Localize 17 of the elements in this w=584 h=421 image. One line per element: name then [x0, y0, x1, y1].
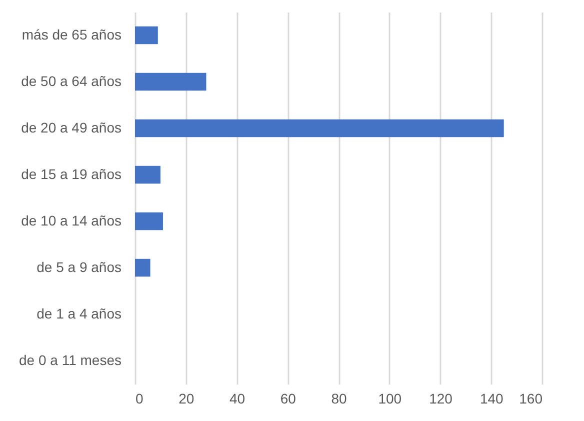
y-tick-label: de 5 a 9 años	[36, 258, 122, 275]
x-tick-label: 40	[229, 390, 246, 406]
x-tick-label: 0	[136, 390, 144, 406]
x-tick-label: 20	[178, 390, 194, 406]
y-tick-label: de 1 a 4 años	[36, 305, 122, 322]
y-tick-label: de 10 a 14 años	[21, 212, 122, 228]
x-tick-label: 100	[378, 390, 402, 406]
x-tick-label: 140	[480, 390, 504, 406]
y-tick-label: de 15 a 19 años	[21, 166, 122, 182]
x-tick-label: 120	[429, 390, 453, 406]
x-tick-label: 60	[280, 390, 296, 406]
x-tick-label: 80	[331, 390, 347, 406]
y-tick-label: más de 65 años	[22, 26, 122, 42]
y-tick-label: de 20 a 49 años	[21, 119, 122, 136]
x-tick-label: 160	[519, 390, 543, 406]
y-tick-label: de 50 a 64 años	[21, 72, 122, 89]
y-tick-label: de 0 a 11 meses	[19, 352, 122, 368]
